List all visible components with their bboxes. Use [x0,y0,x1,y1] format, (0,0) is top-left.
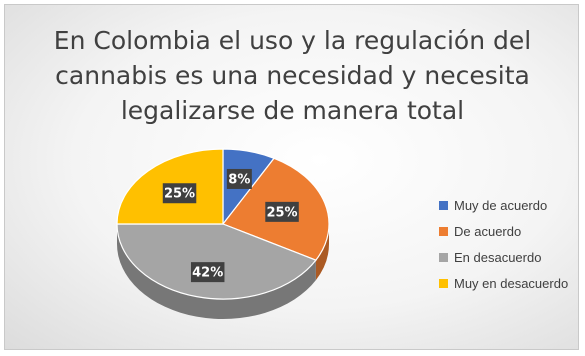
chart-legend: Muy de acuerdo De acuerdo En desacuerdo … [439,192,578,296]
legend-label: Muy en desacuerdo [454,275,569,291]
pie-side-1 [315,224,329,281]
legend-label: En desacuerdo [454,249,542,265]
chart-title: En Colombia el uso y la regulación del c… [25,23,560,128]
pie-chart: 8% 25% 42% 25% [116,148,330,320]
data-label-box [190,262,225,283]
legend-item-de-acuerdo: De acuerdo [439,218,578,244]
legend-label: De acuerdo [454,223,522,239]
legend-swatch [439,200,448,210]
data-label-1: 25% [265,201,299,222]
pie-side-2 [116,224,316,320]
pie-slice-2 [116,223,317,300]
data-label-box [162,183,197,204]
data-label-text: 25% [266,205,297,220]
chart-title-line-1: En Colombia el uso y la regulación del [53,26,532,55]
data-label-text: 25% [164,187,195,202]
data-label-0: 8% [226,168,252,189]
data-label-2: 42% [190,262,225,283]
legend-swatch [439,252,448,262]
legend-swatch [439,226,448,236]
data-label-text: 8% [228,172,250,187]
legend-item-muy-de-acuerdo: Muy de acuerdo [439,192,578,218]
data-label-text: 42% [192,266,223,281]
legend-swatch [439,278,448,288]
pie-data-labels: 8% 25% 42% 25% [162,168,299,283]
chart-area: En Colombia el uso y la regulación del c… [4,4,579,350]
chart-title-line-3: legalizarse de manera total [120,96,465,125]
legend-item-en-desacuerdo: En desacuerdo [439,244,578,270]
data-label-3: 25% [162,183,197,204]
chart-title-line-2: cannabis es una necesidad y necesita [55,61,530,90]
legend-label: Muy de acuerdo [454,197,548,213]
data-label-box [226,168,252,189]
data-label-box [265,201,299,222]
pie-side-walls [116,224,329,320]
legend-item-muy-en-desacuerdo: Muy en desacuerdo [439,270,578,296]
